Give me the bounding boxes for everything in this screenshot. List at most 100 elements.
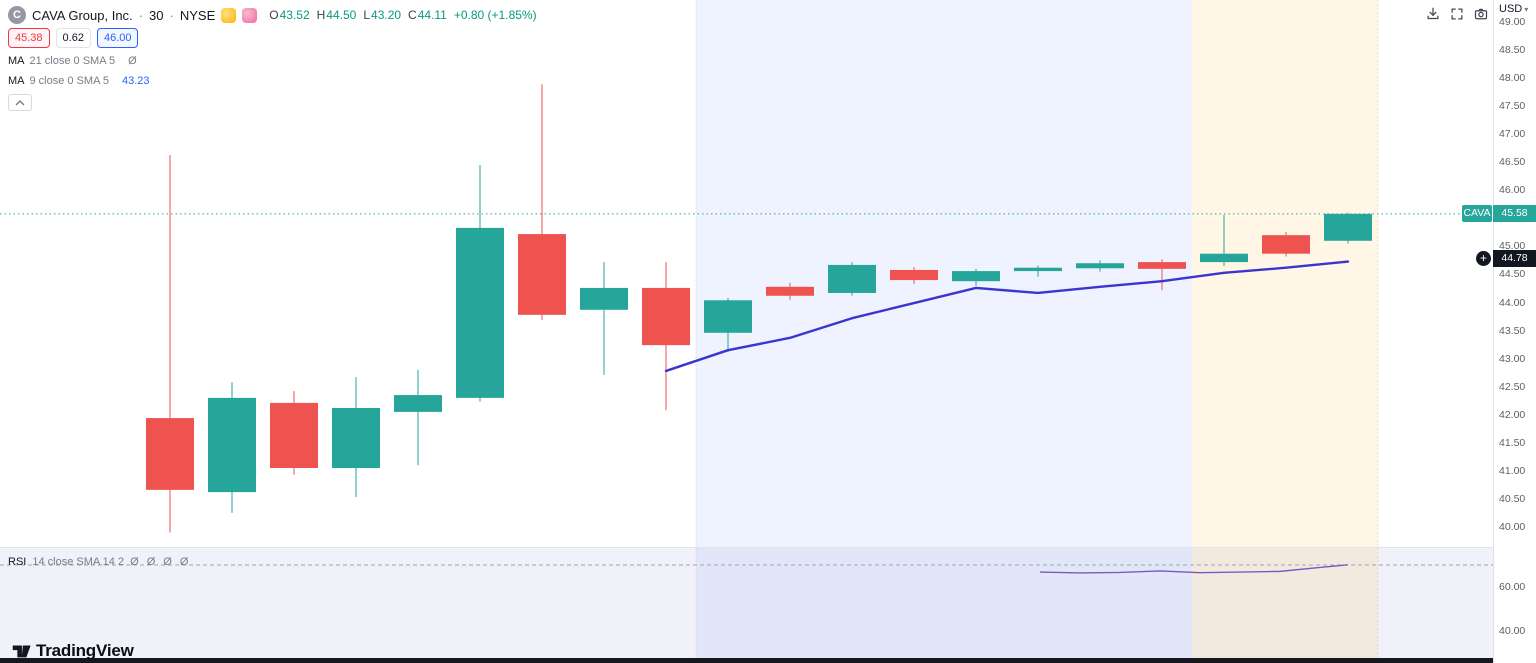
arrow-down-to-bar-icon: [1427, 7, 1439, 20]
candle-body: [270, 402, 318, 468]
ma9-legend[interactable]: MA 9 close 0 SMA 5 43.23: [8, 75, 150, 87]
title-separator: ·: [169, 7, 174, 23]
ma9-value: 43.23: [122, 75, 150, 87]
candle-body: [332, 407, 380, 468]
price-axis-label: 48.50: [1499, 44, 1526, 57]
price-axis-label: 49.00: [1499, 16, 1526, 28]
symbol-name[interactable]: CAVA Group, Inc.: [32, 7, 133, 23]
ma21-legend[interactable]: MA 21 close 0 SMA 5 Ø: [8, 55, 137, 67]
limit-price-box[interactable]: 46.00: [96, 28, 139, 48]
rsi-legend[interactable]: RSI 14 close SMA 14 2 Ø Ø Ø Ø: [8, 556, 188, 568]
session-highlight: [696, 0, 1192, 658]
high-value: 44.50: [326, 8, 357, 22]
price-axis-label: 46.00: [1499, 184, 1526, 197]
close-value: 44.11: [417, 8, 447, 22]
scroll-to-recent-button[interactable]: [1422, 4, 1444, 24]
pink-badge-icon[interactable]: [242, 7, 258, 23]
title-separator: ·: [138, 7, 144, 23]
last-price-tag: CAVA 45.58: [1462, 205, 1536, 223]
fullscreen-icon: [1451, 8, 1463, 20]
price-axis-label: 44.50: [1499, 268, 1526, 281]
camera-icon: [1474, 8, 1488, 20]
price-axis-label: 45.00: [1499, 240, 1526, 253]
session-highlight: [1192, 0, 1378, 658]
candle-body: [580, 287, 628, 310]
ma21-params: 21 close 0 SMA 5: [29, 55, 116, 67]
rsi-label: RSI: [8, 556, 27, 568]
candle-body: [704, 300, 752, 333]
candle-body: [1138, 262, 1186, 269]
screenshot-button[interactable]: [1470, 4, 1492, 24]
price-axis-label: 48.00: [1499, 72, 1526, 85]
chevron-down-icon: ▾: [1524, 4, 1529, 14]
price-axis-label: 47.00: [1499, 128, 1526, 141]
tradingview-logo[interactable]: TradingView: [10, 640, 134, 662]
rsi-values: Ø Ø Ø Ø: [130, 556, 189, 568]
ma9-params: 9 close 0 SMA 5: [29, 75, 110, 87]
interval-label[interactable]: 30: [149, 7, 164, 23]
candle-body: [952, 271, 1000, 282]
price-axis-label: 40.00: [1499, 520, 1526, 533]
last-price-value: 45.58: [1493, 205, 1536, 223]
time-axis-bar[interactable]: [0, 658, 1493, 663]
price-axis-label: 42.50: [1499, 380, 1526, 393]
chevron-up-icon: [15, 99, 25, 105]
price-axis-label: 60.00: [1499, 581, 1526, 593]
price-axis-label: 40.50: [1499, 492, 1526, 505]
candle-body: [518, 234, 566, 315]
rsi-line: [1039, 564, 1349, 574]
price-axis[interactable]: USD ▾ 49.00 48.50 48.00 47.50 47.00 46.50 46.0…: [1493, 0, 1536, 663]
price-axis-label: 42.00: [1499, 408, 1526, 421]
candle-body: [766, 286, 814, 296]
tradingview-logo-icon: [12, 645, 31, 658]
yellow-badge-icon[interactable]: [221, 7, 237, 23]
open-value: 43.52: [279, 8, 310, 22]
price-axis-label: 44.00: [1499, 296, 1526, 309]
price-chart[interactable]: [0, 0, 1493, 663]
ma9-label: MA: [8, 75, 25, 87]
tradingview-logo-text: TradingView: [36, 641, 134, 660]
candle-body: [394, 395, 442, 412]
rsi-params: 14 close SMA 14 2: [32, 556, 125, 568]
symbol-logo-icon: C: [8, 6, 26, 24]
currency-dropdown[interactable]: USD ▾: [1494, 0, 1536, 18]
candle-body: [890, 269, 938, 281]
exchange-label[interactable]: NYSE: [179, 7, 216, 23]
candle-body: [456, 227, 504, 398]
crosshair-price-label: 44.78: [1493, 250, 1536, 268]
price-axis-label: 47.50: [1499, 100, 1526, 113]
fullscreen-button[interactable]: [1446, 4, 1468, 24]
crosshair-plus-icon[interactable]: +: [1476, 251, 1491, 267]
last-price-symbol: CAVA: [1462, 205, 1492, 223]
candle-body: [1014, 267, 1062, 272]
open-label: O: [269, 8, 279, 22]
high-label: H: [316, 8, 326, 22]
price-axis-label: 41.50: [1499, 436, 1526, 449]
candle-body: [208, 397, 256, 493]
candle-body: [1324, 213, 1372, 241]
candle-body: [1262, 235, 1310, 254]
candle-body: [642, 287, 690, 346]
price-axis-label: 43.50: [1499, 324, 1526, 337]
price-axis-label: 46.50: [1499, 156, 1526, 169]
close-label: C: [408, 8, 417, 22]
ma21-label: MA: [8, 55, 25, 67]
quantity-box[interactable]: 0.62: [55, 28, 91, 48]
rsi-pane-background: [0, 548, 1493, 658]
price-axis-label: 41.00: [1499, 464, 1526, 477]
candle-body: [828, 264, 876, 293]
chart-toolbar: [1422, 4, 1492, 24]
ma21-value: Ø: [128, 55, 137, 67]
low-value: 43.20: [371, 8, 402, 22]
ohlc-legend: O 43.52 H 44.50 L 43.20 C 44.11 +0.80 (+…: [269, 8, 536, 22]
ma-line: [664, 260, 1350, 373]
collapse-legend-button[interactable]: [8, 94, 32, 111]
price-axis-label: 43.00: [1499, 352, 1526, 365]
price-axis-label: 40.00: [1499, 625, 1526, 637]
stop-price-box[interactable]: 45.38: [8, 28, 50, 48]
candle-body: [146, 418, 194, 490]
candle-body: [1200, 253, 1248, 263]
currency-label: USD: [1499, 3, 1523, 15]
candle-body: [1076, 263, 1124, 269]
